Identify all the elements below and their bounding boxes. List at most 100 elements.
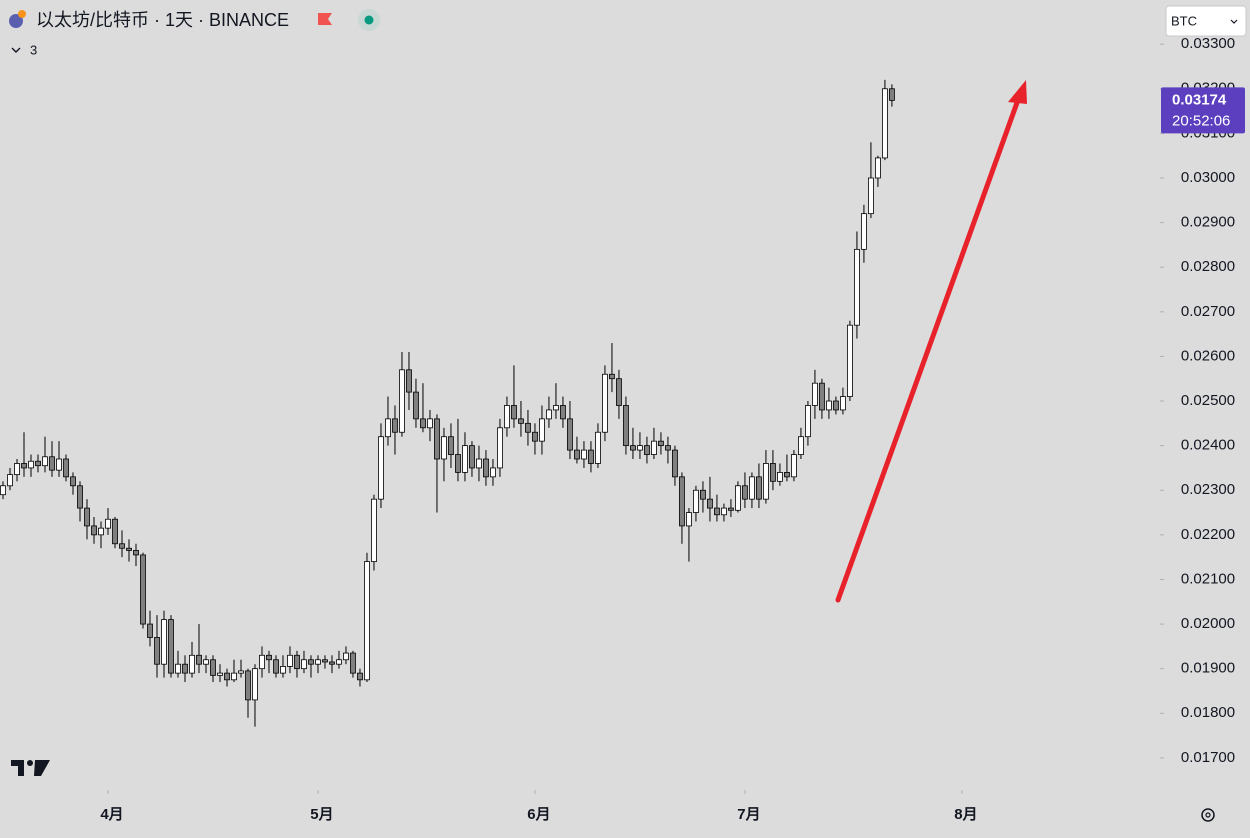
candle-body (84, 507, 90, 527)
candle-body (833, 400, 839, 411)
candle-body (399, 369, 405, 433)
candle-body (595, 431, 601, 464)
candle-body (616, 378, 622, 406)
candle-body (518, 418, 524, 424)
candle-body (714, 507, 720, 516)
candle-body (70, 476, 76, 487)
candle-body (672, 449, 678, 478)
y-tick-label: 0.02400 (1181, 437, 1235, 454)
flag-icon[interactable] (318, 13, 332, 25)
y-tick-label: 0.02000 (1181, 615, 1235, 632)
candle-body (777, 471, 783, 482)
candle-body (133, 550, 139, 556)
candle-body (756, 476, 762, 500)
candle-body (378, 436, 384, 500)
candle-body (700, 489, 706, 500)
candle-body (602, 373, 608, 433)
candle-body (245, 670, 251, 701)
candle-body (420, 418, 426, 429)
candle-body (203, 659, 209, 665)
candle-body (147, 623, 153, 638)
candle-body (441, 436, 447, 460)
candle-body (553, 405, 559, 411)
candle-body (294, 654, 300, 670)
candle-body (455, 454, 461, 473)
last-price-box (1161, 87, 1245, 134)
candle-body (105, 518, 111, 529)
candle-body (462, 445, 468, 473)
candle-body (812, 382, 818, 406)
candle-body (798, 436, 804, 455)
candle-body (231, 672, 237, 681)
x-tick-label: 5月 (310, 806, 333, 823)
candle-body (434, 418, 440, 460)
candle-body (336, 659, 342, 665)
candle-body (791, 454, 797, 478)
candle-body (175, 663, 181, 674)
candle-body (784, 471, 790, 478)
candle-body (847, 324, 853, 397)
candle-body (0, 485, 6, 496)
candle-body (371, 498, 377, 563)
y-tick-label: 0.02800 (1181, 258, 1235, 275)
candle-body (98, 527, 104, 536)
candle-body (658, 440, 664, 447)
dropdown-caret (1230, 19, 1238, 24)
candle-body (392, 418, 398, 433)
candle-body (259, 654, 265, 670)
symbol-title: 以太坊/比特币 · 1天 · BINANCE (36, 10, 289, 30)
candle-body (238, 670, 244, 674)
candle-body (574, 449, 580, 460)
candle-body (483, 458, 489, 478)
candle-body (581, 449, 587, 460)
tradingview-logo (11, 760, 50, 776)
y-tick-label: 0.03000 (1181, 169, 1235, 186)
candle-body (196, 654, 202, 665)
collapse-icon[interactable] (11, 47, 21, 53)
candle-body (630, 445, 636, 451)
candle-body (56, 458, 62, 471)
settings-icon-core (1205, 812, 1211, 818)
candle-body (126, 547, 132, 551)
candle-body (882, 88, 888, 159)
candle-body (154, 637, 160, 665)
candle-body (707, 498, 713, 509)
candle-body (735, 485, 741, 511)
candle-body (119, 543, 125, 549)
y-tick-label: 0.03300 (1181, 35, 1235, 52)
candle-body (343, 652, 349, 661)
candle-body (315, 659, 321, 665)
candle-body (532, 431, 538, 442)
last-price-label: 0.03174 (1172, 91, 1227, 108)
candle-body (623, 405, 629, 447)
candle-body (301, 659, 307, 670)
settings-icon[interactable] (1201, 808, 1215, 822)
candle-body (826, 400, 832, 411)
candle-body (308, 659, 314, 665)
candle-body (763, 463, 769, 500)
candle-body (189, 654, 195, 674)
y-tick-label: 0.02200 (1181, 526, 1235, 543)
candle-body (805, 405, 811, 438)
candle-body (511, 405, 517, 420)
candle-body (686, 512, 692, 527)
candle-body (28, 460, 34, 469)
candle-body (14, 463, 20, 476)
candle-body (770, 463, 776, 482)
x-tick-label: 6月 (527, 806, 550, 823)
eth-icon (9, 14, 23, 28)
candle-body (679, 476, 685, 527)
y-tick-label: 0.02300 (1181, 481, 1235, 498)
candle-body (560, 405, 566, 420)
candle-body (644, 445, 650, 455)
candle-body (91, 525, 97, 536)
x-tick-label: 7月 (737, 806, 760, 823)
currency-dropdown[interactable] (1165, 5, 1247, 37)
y-tick-label: 0.02100 (1181, 570, 1235, 587)
trend-arrow (835, 97, 1021, 603)
candle-body (42, 456, 48, 467)
candle-body (651, 440, 657, 455)
candle-body (427, 418, 433, 429)
candle-body (182, 663, 188, 674)
candle-body (525, 422, 531, 433)
